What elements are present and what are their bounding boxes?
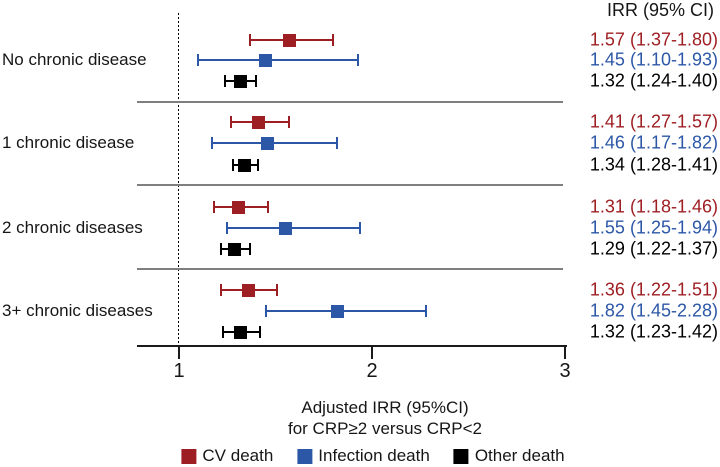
ci-line	[211, 142, 338, 144]
point-estimate-marker	[278, 221, 292, 235]
group-separator-line	[137, 101, 563, 103]
point-estimate-marker	[234, 325, 248, 339]
irr-value-text: 1.41 (1.27-1.57)	[589, 111, 718, 132]
x-axis-line	[137, 345, 567, 347]
ci-cap-right	[359, 222, 362, 234]
point-estimate-marker	[330, 304, 344, 318]
ci-cap-right	[255, 75, 258, 87]
ci-cap-left	[264, 305, 267, 317]
ci-cap-left	[220, 243, 223, 255]
group-separator-line	[137, 184, 563, 186]
reference-line-irr-1	[178, 13, 179, 345]
group-separator-line	[137, 268, 563, 270]
irr-value-text: 1.31 (1.18-1.46)	[589, 196, 718, 217]
ci-cap-right	[425, 305, 428, 317]
irr-value-text: 1.45 (1.10-1.93)	[589, 49, 718, 70]
ci-cap-right	[332, 34, 335, 46]
group-label-3plus-chronic-diseases: 3+ chronic diseases	[2, 301, 153, 320]
ci-cap-right	[288, 116, 290, 128]
ci-cap-right	[259, 326, 262, 338]
ci-line	[198, 59, 359, 61]
x-axis-tick	[178, 345, 180, 359]
irr-value-text: 1.57 (1.37-1.80)	[589, 29, 718, 50]
x-axis-title-line2: for CRP≥2 versus CRP<2	[287, 419, 483, 438]
legend-item-cv-death: CV death	[181, 446, 273, 466]
irr-value-text: 1.29 (1.22-1.37)	[589, 238, 718, 259]
ci-cap-right	[257, 159, 260, 171]
ci-cap-left	[226, 222, 229, 234]
x-axis-tick-label: 2	[366, 360, 378, 382]
point-estimate-marker	[251, 115, 265, 129]
ci-line	[265, 310, 427, 312]
ci-cap-left	[224, 75, 227, 87]
legend: CV death Infection death Other death	[181, 446, 565, 466]
x-axis-tick	[564, 345, 566, 359]
ci-cap-left	[232, 159, 235, 171]
group-label-1-chronic-disease: 1 chronic disease	[2, 133, 135, 152]
x-axis-tick-label: 1	[173, 360, 185, 382]
legend-label-infection-death: Infection death	[318, 446, 430, 465]
irr-column-header: IRR (95% CI)	[606, 0, 714, 20]
group-label-no-chronic-disease: No chronic disease	[2, 50, 147, 69]
other-death-swatch-icon	[453, 448, 469, 464]
ci-cap-right	[249, 243, 252, 255]
irr-value-text: 1.32 (1.24-1.40)	[589, 70, 718, 91]
point-estimate-marker	[259, 53, 273, 67]
irr-value-text: 1.32 (1.23-1.42)	[589, 321, 718, 342]
point-estimate-marker	[232, 200, 246, 214]
group-label-2-chronic-diseases: 2 chronic diseases	[2, 218, 143, 237]
legend-label-cv-death: CV death	[202, 446, 274, 465]
ci-cap-right	[266, 201, 269, 213]
point-estimate-marker	[282, 33, 296, 47]
irr-value-text: 1.55 (1.25-1.94)	[589, 217, 718, 238]
ci-line	[227, 227, 361, 229]
point-estimate-marker	[238, 158, 252, 172]
ci-cap-left	[222, 326, 225, 338]
legend-item-infection-death: Infection death	[297, 446, 430, 466]
point-estimate-marker	[261, 136, 275, 150]
infection-death-swatch-icon	[297, 448, 313, 464]
ci-cap-left	[210, 137, 213, 149]
x-axis-title: Adjusted IRR (95%CI) for CRP≥2 versus CR…	[288, 397, 482, 439]
ci-cap-left	[249, 34, 252, 46]
ci-cap-right	[276, 284, 279, 296]
ci-cap-left	[220, 284, 223, 296]
ci-cap-left	[212, 201, 215, 213]
point-estimate-marker	[234, 74, 248, 88]
legend-label-other-death: Other death	[474, 446, 565, 465]
ci-cap-right	[336, 137, 339, 149]
irr-value-text: 1.82 (1.45-2.28)	[589, 300, 718, 321]
legend-item-other-death: Other death	[453, 446, 565, 466]
irr-value-text: 1.34 (1.28-1.41)	[589, 154, 718, 175]
x-axis-tick-label: 3	[559, 360, 571, 382]
irr-value-text: 1.36 (1.22-1.51)	[589, 279, 718, 300]
ci-cap-left	[197, 54, 200, 66]
ci-cap-right	[357, 54, 360, 66]
point-estimate-marker	[228, 242, 242, 256]
ci-cap-left	[230, 116, 233, 128]
x-axis-tick	[371, 345, 373, 359]
point-estimate-marker	[241, 283, 255, 297]
x-axis-title-line1: Adjusted IRR (95%CI)	[301, 398, 469, 417]
cv-death-swatch-icon	[181, 448, 197, 464]
irr-value-text: 1.46 (1.17-1.82)	[589, 132, 718, 153]
